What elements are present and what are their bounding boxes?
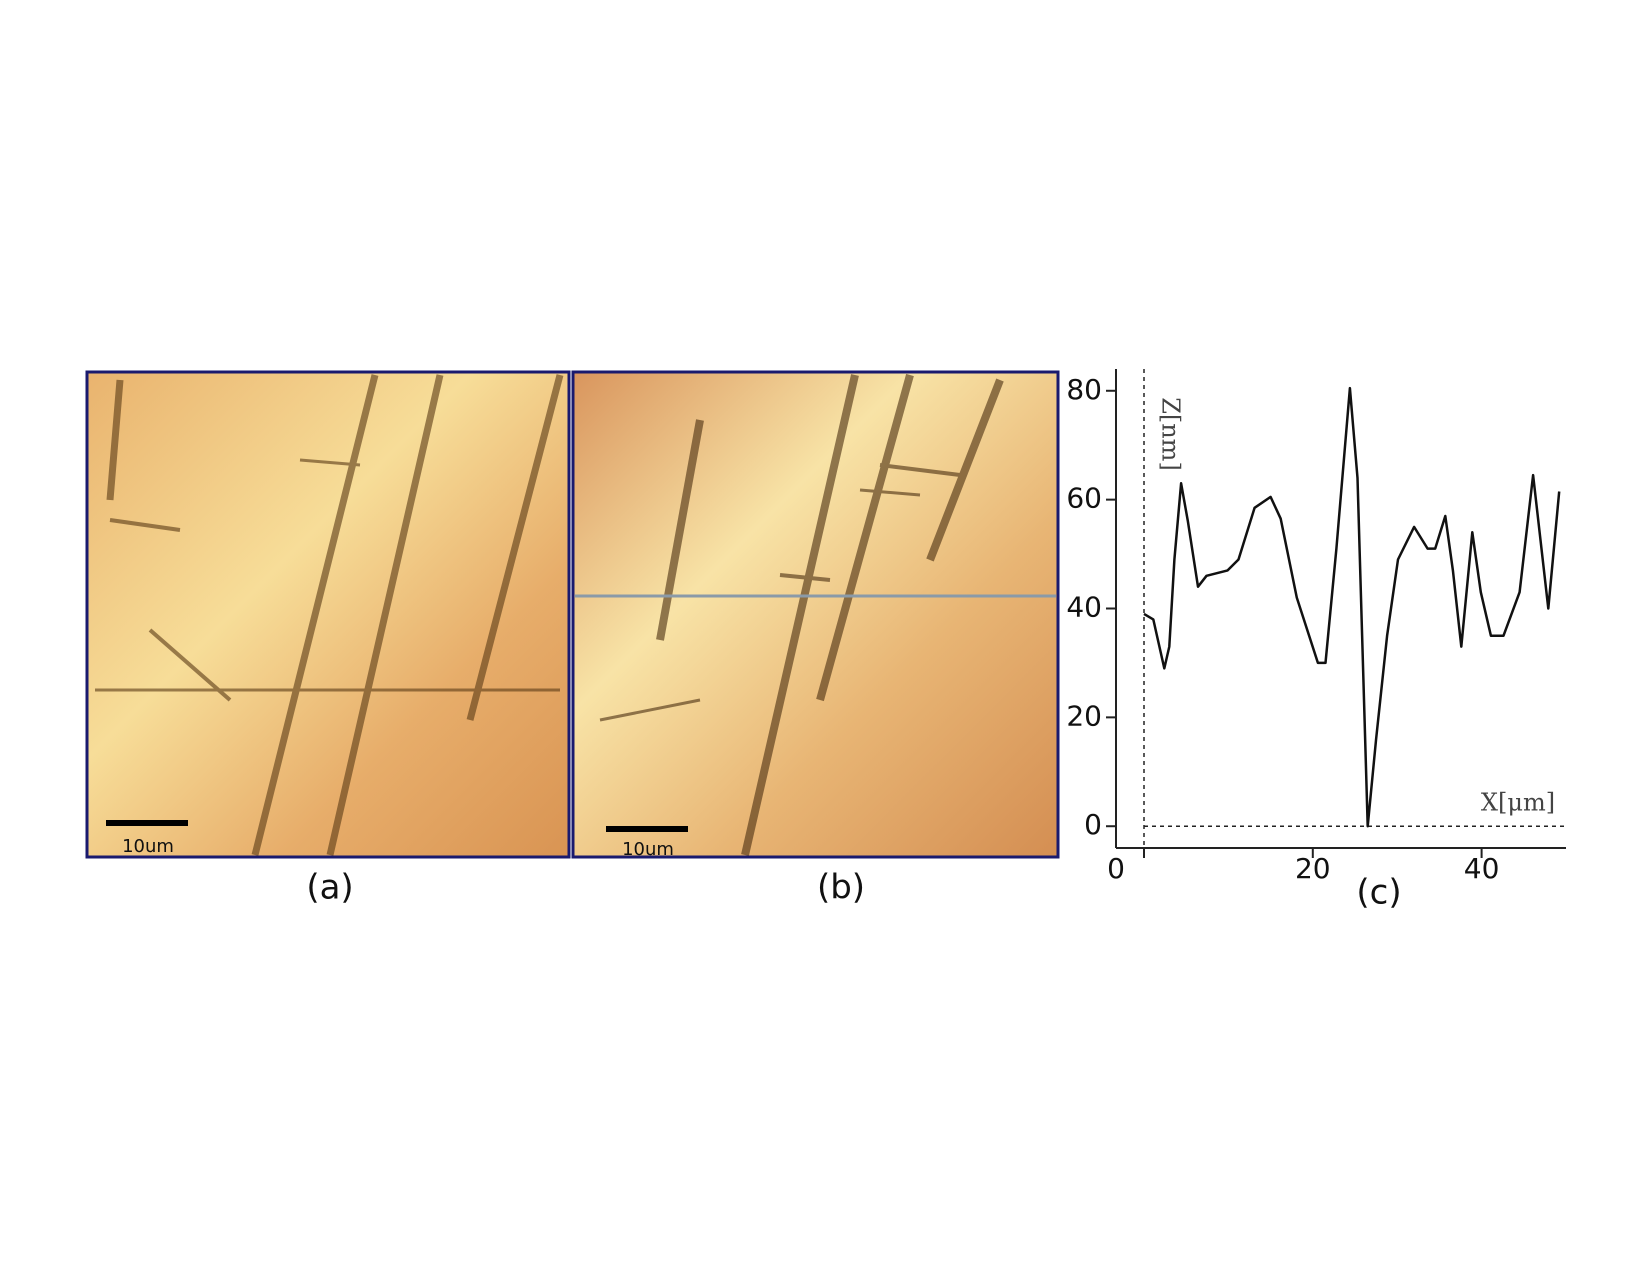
y-axis-label: Z[nm] [1157, 397, 1185, 471]
scale-label: 10um [622, 839, 674, 860]
panel-label: (a) [306, 868, 353, 908]
x-tick-label: 0 [1107, 852, 1125, 885]
x-axis-label: X[μm] [1481, 789, 1555, 817]
texture [95, 374, 564, 856]
y-tick-label: 20 [1066, 699, 1102, 732]
panel-a: 10um (a) [85, 370, 571, 908]
profile-chart: (c) X[μm] Z[nm] 0 20 40 60 80 0 20 40 [1066, 369, 1566, 913]
panel-label: (c) [1356, 873, 1401, 913]
panel-label: (b) [817, 868, 865, 908]
y-tick-label: 40 [1066, 591, 1102, 624]
profile-line [1143, 386, 1561, 828]
y-tick-label: 60 [1066, 482, 1102, 515]
texture [599, 373, 1004, 856]
afm-image [85, 370, 571, 859]
x-tick-label: 40 [1464, 852, 1500, 885]
y-tick-label: 80 [1066, 373, 1102, 406]
x-tick-label: 20 [1295, 852, 1331, 885]
panel-b: 10um (b) [571, 370, 1060, 908]
scale-label: 10um [122, 836, 174, 857]
afm-image [571, 370, 1060, 859]
y-tick-label: 0 [1084, 808, 1102, 841]
